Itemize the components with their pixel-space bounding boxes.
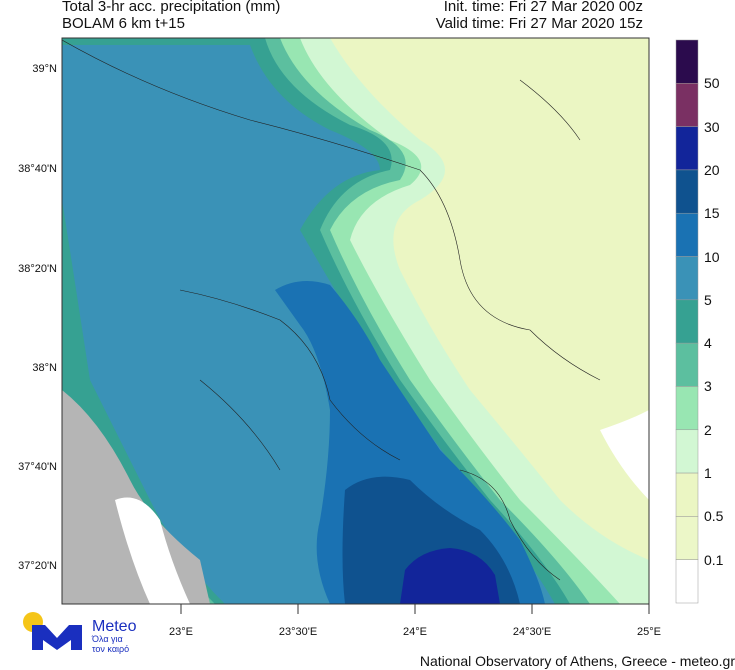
valid-time: Valid time: Fri 27 Mar 2020 15z [435,15,643,32]
land-outside-domain [62,390,210,604]
colorbar-swatch [675,169,699,214]
lon-ticks [180,604,650,614]
lat-label: 38°N [32,362,57,374]
colorbar-label: 20 [704,161,720,178]
lon-label: 25°E [637,626,661,638]
init-time: Init. time: Fri 27 Mar 2020 00z [443,0,643,15]
lon-label: 23°30'E [278,626,318,638]
colorbar-swatch [675,559,699,604]
precip-10-15 [275,281,545,604]
colorbar [675,39,699,604]
colorbar-label: 5 [704,291,712,308]
colorbar-label: 15 [704,205,720,222]
chart-title: Total 3-hr acc. precipitation (mm) [62,0,281,15]
logo-tagline: τον καιρό [92,644,130,654]
colorbar-swatch [675,83,699,127]
colorbar-swatch [675,126,699,171]
colorbar-label: 0.1 [704,551,724,568]
colorbar-swatch [675,39,699,84]
colorbar-label: 3 [704,378,712,395]
colorbar-swatch [675,256,699,301]
colorbar-swatch [675,472,699,517]
lat-label: 39°N [32,63,57,75]
colorbar-label: 50 [704,75,720,92]
model-label: BOLAM 6 km t+15 [62,15,185,32]
colorbar-swatch [675,429,699,474]
lat-label: 38°20'N [18,263,57,275]
precip-20-30 [400,548,500,604]
colorbar-swatch [675,516,699,560]
no-precip-land [115,410,649,604]
logo-m-icon [32,625,82,650]
colorbar-swatch [675,386,699,431]
logo-name: Meteo [92,618,137,635]
colorbar-label: 4 [704,335,712,352]
colorbar-label: 30 [704,118,720,135]
lon-label: 24°E [403,626,427,638]
lon-label: 23°E [169,626,193,638]
footer-credit: National Observatory of Athens, Greece -… [419,653,735,669]
logo-tagline: Όλα για [92,634,123,644]
colorbar-label: 0.5 [704,508,724,525]
colorbar-label: 10 [704,248,720,265]
coastlines [62,39,601,581]
lon-label: 24°30'E [512,626,552,638]
colorbar-swatch [675,212,699,257]
colorbar-swatch [675,342,699,387]
colorbar-label: 1 [704,465,712,482]
map-frame [61,37,650,605]
colorbar-label: 2 [704,421,712,438]
lat-label: 37°20'N [18,560,57,572]
lat-label: 38°40'N [18,163,57,175]
lat-label: 37°40'N [18,461,57,473]
colorbar-swatch [675,299,699,344]
